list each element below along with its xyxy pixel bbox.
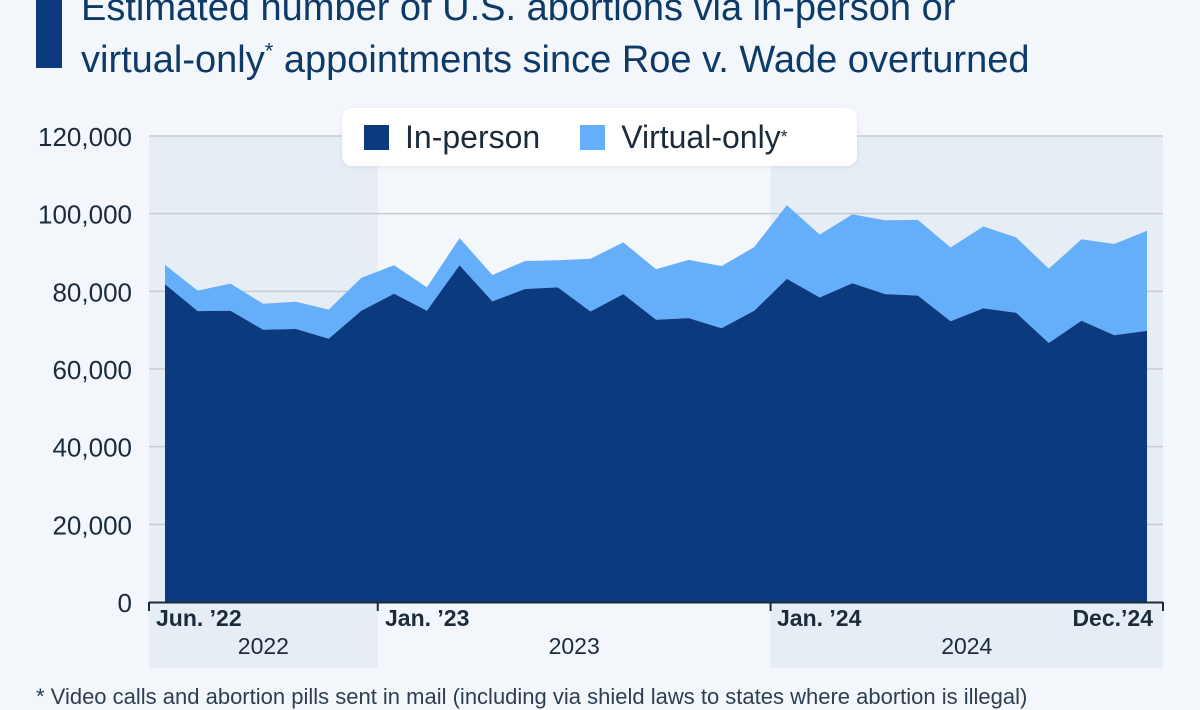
title-line-2-after: appointments since Roe v. Wade overturne… (273, 39, 1030, 81)
y-tick-label-0: 0 (118, 588, 132, 618)
chart-title: Estimated number of U.S. abortions via i… (81, 0, 1181, 86)
legend-label-in-person: In-person (405, 118, 541, 155)
y-tick-label-20,000: 20,000 (52, 510, 132, 540)
x-tick-label: Jan. ’24 (777, 605, 862, 631)
series-in-person-area (165, 265, 1147, 602)
y-tick-label-100,000: 100,000 (38, 200, 132, 230)
title-line-2: virtual-only* appointments since Roe v. … (81, 34, 1181, 86)
title-accent-bar (36, 0, 62, 68)
title-line-1: Estimated number of U.S. abortions via i… (81, 0, 956, 29)
legend-item-in-person: In-person (364, 119, 540, 156)
y-tick-label-80,000: 80,000 (52, 277, 132, 307)
y-tick-label-40,000: 40,000 (52, 433, 132, 463)
year-label-2022: 2022 (238, 633, 289, 659)
year-label-2024: 2024 (941, 633, 992, 659)
title-line-2-before: virtual-only (81, 39, 265, 81)
title-footnote-mark: * (264, 38, 274, 64)
y-tick-label-120,000: 120,000 (38, 122, 132, 152)
legend-swatch-virtual-only (580, 124, 606, 150)
series-virtual-only-area (165, 205, 1147, 343)
legend-item-virtual-only: Virtual-only * (580, 119, 788, 156)
y-tick-label-60,000: 60,000 (52, 355, 132, 385)
x-tick-label: Dec.’24 (1072, 605, 1153, 631)
x-tick-label: Jan. ’23 (385, 605, 469, 631)
year-label-2023: 2023 (549, 633, 600, 659)
footnote: * Video calls and abortion pills sent in… (36, 684, 1028, 709)
x-tick-label: Jun. ’22 (156, 605, 242, 631)
legend-label-virtual-only: Virtual-only (621, 118, 781, 155)
chart-legend: In-person Virtual-only * (342, 108, 857, 166)
legend-swatch-in-person (364, 124, 389, 150)
